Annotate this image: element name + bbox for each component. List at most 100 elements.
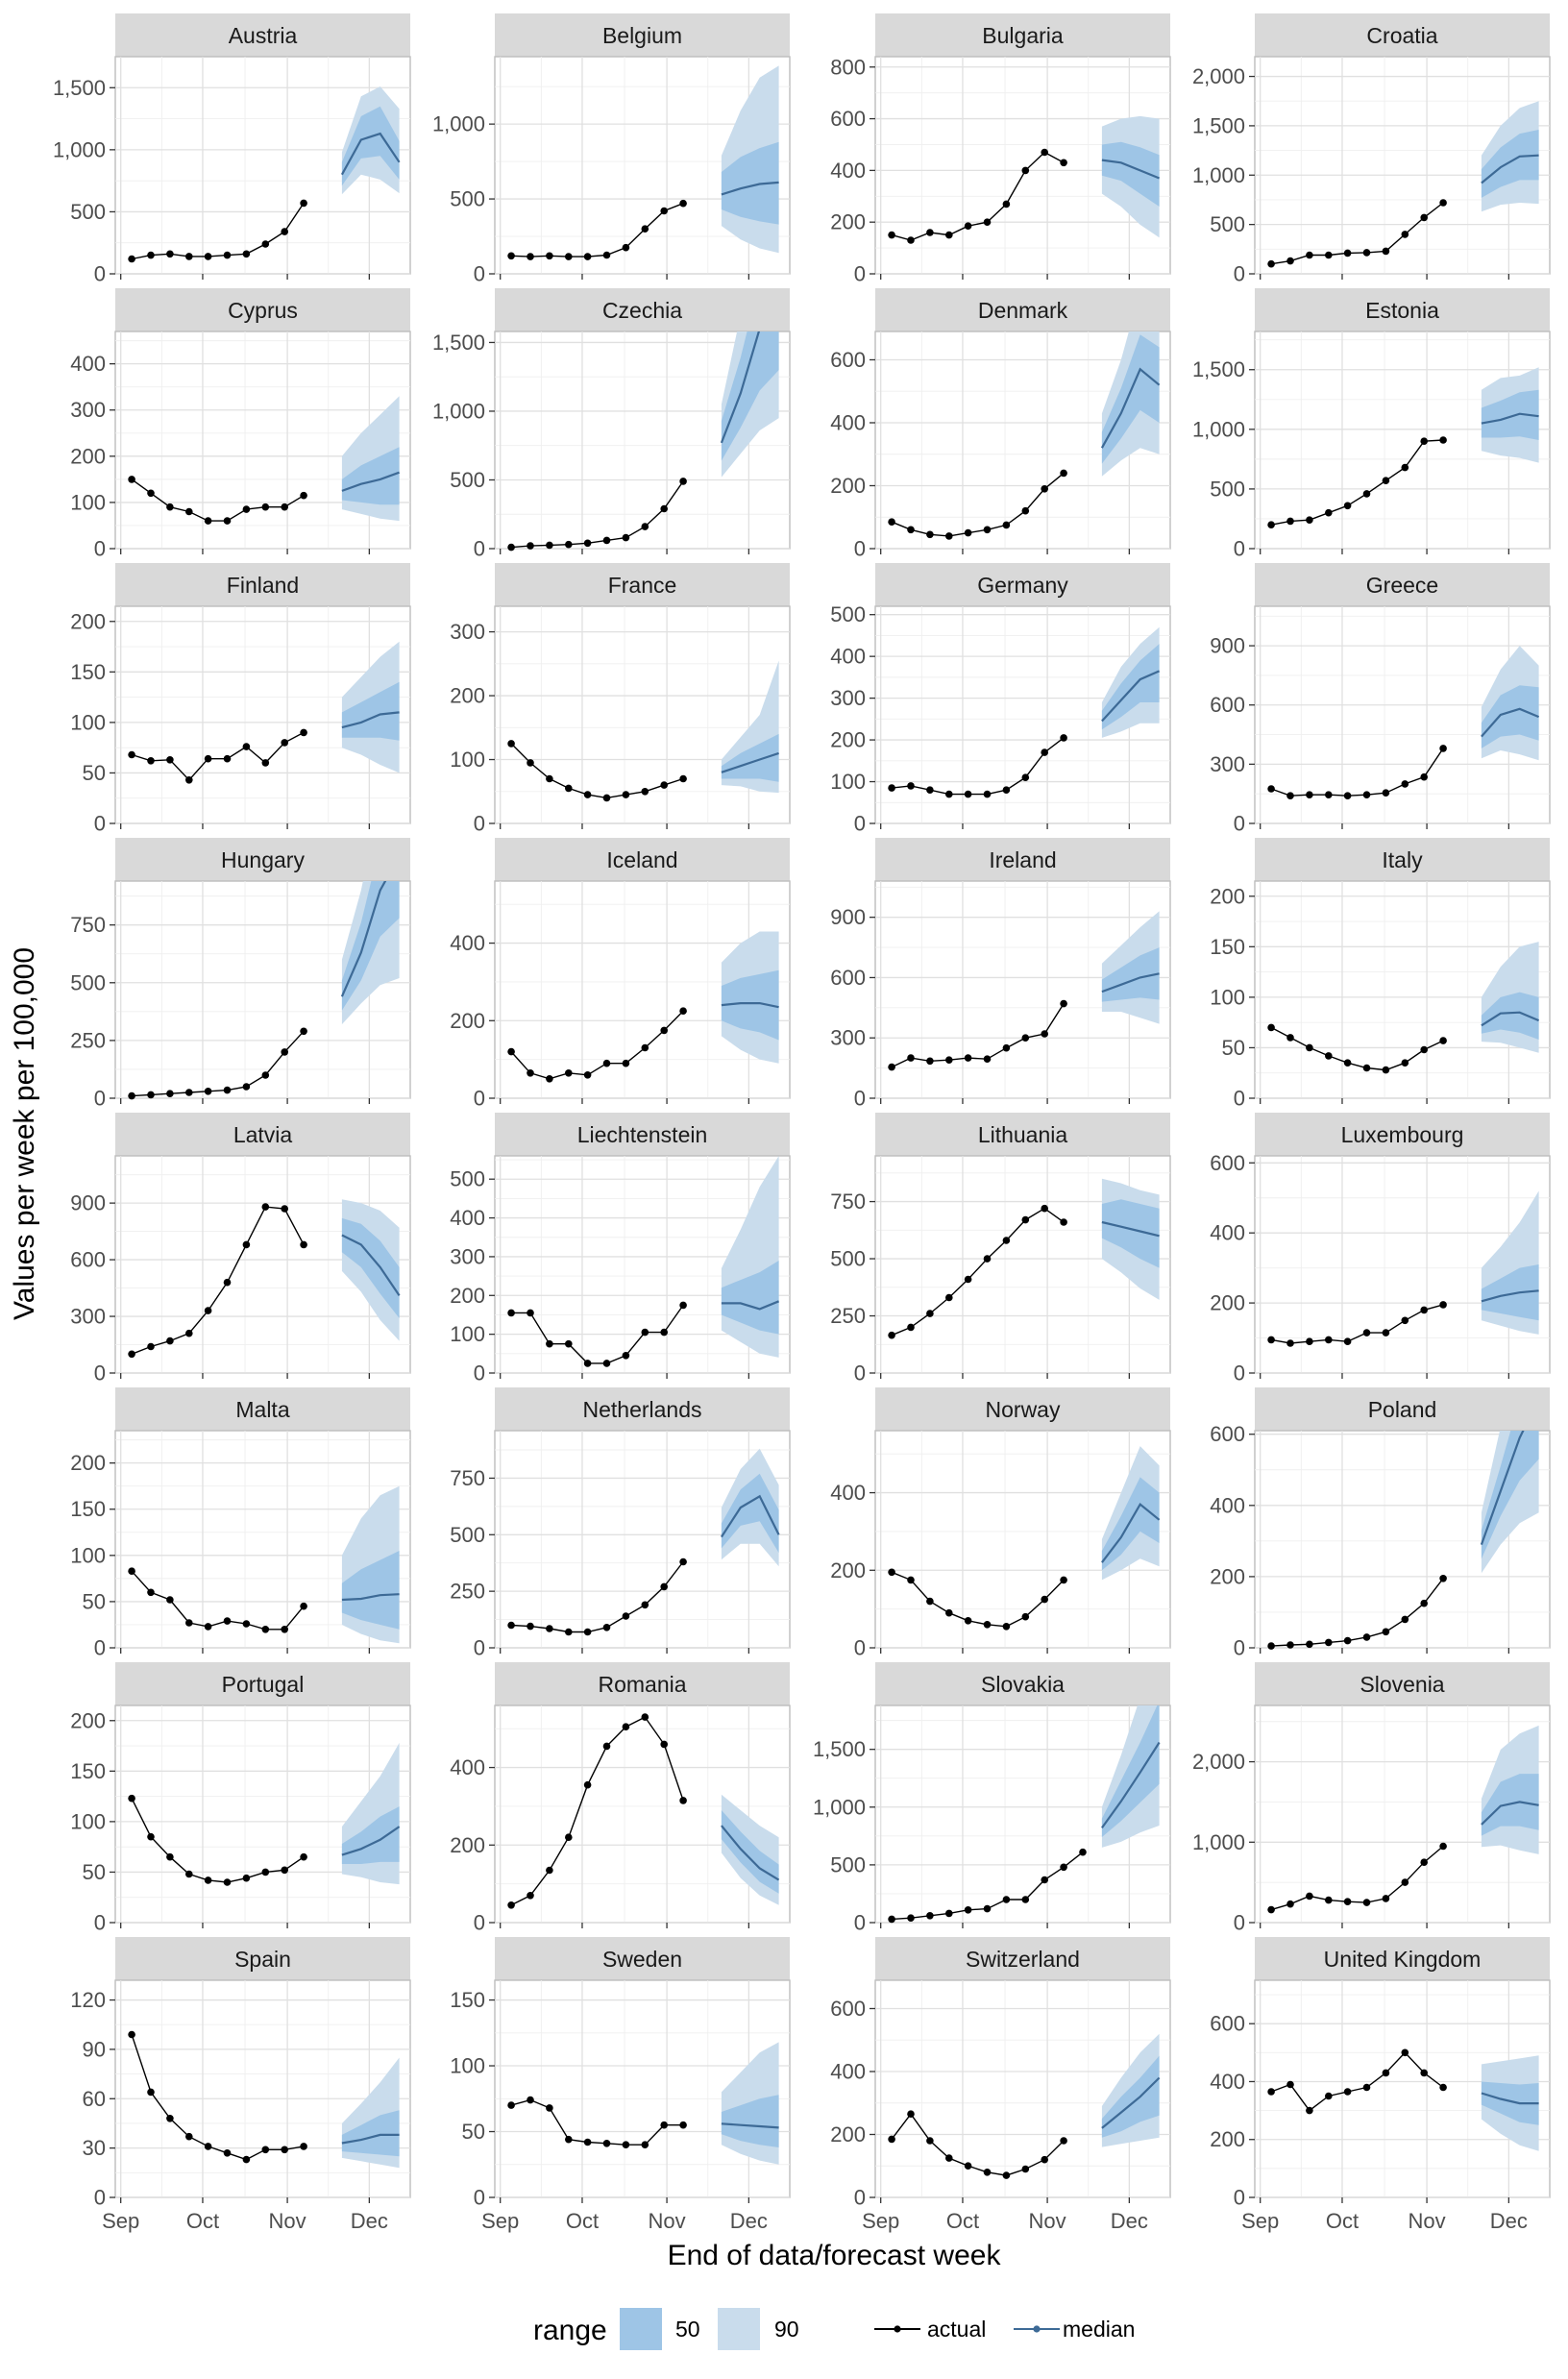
- actual-point: [583, 1071, 592, 1079]
- actual-point: [926, 1597, 934, 1606]
- band-50: [1481, 130, 1539, 198]
- actual-line: [511, 480, 684, 549]
- actual-point: [1325, 2092, 1333, 2100]
- actual-point: [602, 1742, 611, 1751]
- panel-strip: [875, 838, 1170, 881]
- actual-point: [242, 743, 251, 750]
- y-tick-label: 200: [1210, 884, 1245, 908]
- actual-point: [1002, 1237, 1011, 1244]
- actual-point: [1267, 1336, 1275, 1344]
- panel-title: Sweden: [602, 1947, 682, 1972]
- actual-point: [679, 1301, 687, 1310]
- actual-point: [507, 1621, 515, 1630]
- panel-cyprus: Cyprus 0 100 200 300 400: [70, 288, 411, 561]
- y-tick-label: 0: [474, 1361, 485, 1386]
- y-tick-label: 30: [83, 2136, 106, 2160]
- y-tick-label: 400: [70, 352, 106, 376]
- y-tick-label: 800: [830, 55, 866, 79]
- x-tick-label: Dec: [1490, 2209, 1528, 2233]
- y-tick-label: 100: [70, 1809, 106, 1833]
- y-tick-label: 750: [830, 1190, 866, 1214]
- y-tick-label: 600: [830, 348, 866, 372]
- actual-point: [983, 1055, 992, 1063]
- band-50: [721, 331, 779, 461]
- panel-austria: Austria 0 500 1,000 1,500: [53, 13, 411, 286]
- actual-point: [1382, 2069, 1390, 2077]
- y-tick-label: 500: [450, 468, 485, 492]
- panel-strip: [495, 1387, 790, 1431]
- x-tick-label: Nov: [649, 2209, 686, 2233]
- y-tick-label: 400: [830, 1481, 866, 1505]
- x-tick-label: Oct: [566, 2209, 599, 2233]
- actual-point: [185, 1089, 193, 1096]
- y-tick-label: 600: [830, 966, 866, 990]
- panel-title: Liechtenstein: [577, 1122, 708, 1147]
- actual-line: [131, 478, 305, 522]
- panel-croatia: Croatia 0 500 1,000 1,500 2,000: [1192, 13, 1551, 286]
- actual-point: [622, 1723, 630, 1730]
- actual-point: [926, 1912, 934, 1920]
- actual-point: [926, 530, 934, 539]
- actual-line: [132, 1030, 305, 1097]
- actual-line: [511, 203, 684, 258]
- y-tick-label: 500: [70, 200, 106, 224]
- actual-point: [1041, 1204, 1048, 1213]
- actual-point: [926, 229, 934, 236]
- actual-point: [527, 2096, 534, 2104]
- actual-point: [261, 240, 270, 248]
- panel-switzerland: Switzerland 0 200 400 600 Sep Oct Nov Dec: [830, 1937, 1171, 2233]
- legend-swatch-90: [718, 2308, 760, 2350]
- y-tick-label: 0: [1234, 1087, 1245, 1111]
- actual-point: [679, 2121, 687, 2129]
- panel-luxembourg: Luxembourg 0 200 400 600: [1210, 1113, 1551, 1386]
- panel-title: Bulgaria: [982, 23, 1064, 48]
- panel-strip: [875, 1113, 1170, 1156]
- actual-point: [583, 791, 592, 798]
- legend-label-90: 90: [774, 2317, 799, 2342]
- y-tick-label: 500: [830, 1247, 866, 1271]
- actual-point: [1021, 1612, 1030, 1621]
- actual-point: [1041, 1030, 1048, 1038]
- panel-strip: [115, 838, 410, 881]
- actual-point: [983, 1255, 992, 1263]
- actual-point: [1021, 1215, 1030, 1224]
- panel-liechtenstein: Liechtenstein 0 100 200 300 400 500: [450, 1113, 791, 1386]
- actual-point: [602, 1624, 611, 1631]
- panel-strip: [1255, 13, 1550, 57]
- actual-point: [507, 252, 515, 260]
- y-tick-label: 100: [450, 1322, 485, 1346]
- y-tick-label: 500: [830, 602, 866, 626]
- y-tick-label: 0: [854, 262, 866, 286]
- actual-point: [147, 2088, 155, 2097]
- actual-point: [1420, 1306, 1428, 1314]
- forecast-layer: [1481, 2055, 1539, 2151]
- actual-line: [131, 1570, 305, 1631]
- y-tick-label: 750: [450, 1466, 485, 1490]
- band-50: [1101, 1705, 1160, 1837]
- actual-point: [1267, 2088, 1275, 2096]
- actual-line: [1270, 439, 1444, 526]
- median-line: [1101, 2076, 1161, 2129]
- band-50: [721, 141, 779, 225]
- band-50: [721, 1810, 779, 1894]
- actual-point: [242, 1874, 251, 1882]
- y-tick-label: 150: [450, 1988, 485, 2012]
- actual-point: [507, 1901, 515, 1909]
- y-tick-label: 600: [1210, 1422, 1245, 1446]
- plot-area: [494, 605, 791, 824]
- actual-point: [242, 1620, 251, 1628]
- y-tick-label: 200: [70, 444, 106, 468]
- actual-point: [1401, 2048, 1409, 2057]
- actual-point: [583, 1780, 592, 1789]
- median-line: [1101, 1503, 1161, 1563]
- actual-point: [1343, 1636, 1352, 1645]
- panel-strip: [495, 838, 790, 881]
- y-tick-label: 120: [70, 1988, 106, 2012]
- actual-point: [546, 2104, 553, 2112]
- actual-point: [1439, 1037, 1447, 1044]
- actual-line: [131, 731, 305, 781]
- actual-point: [185, 253, 193, 260]
- panel-strip: [495, 13, 790, 57]
- actual-point: [888, 1568, 895, 1577]
- y-tick-label: 100: [830, 770, 866, 794]
